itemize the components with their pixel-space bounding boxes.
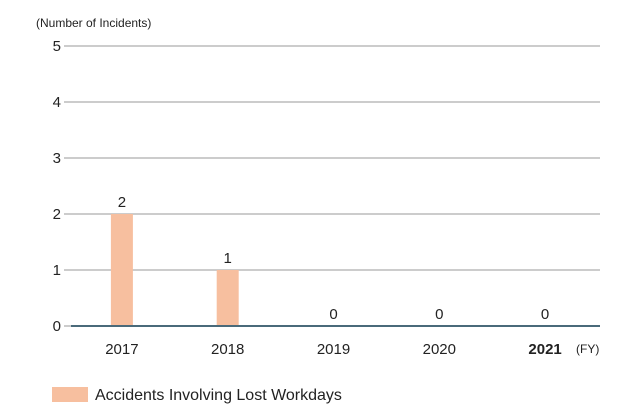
- x-tick-label-2018: 2018: [211, 341, 244, 358]
- data-labels: 2 1 0 0 0: [118, 194, 550, 323]
- y-tick-labels: 0 1 2 3 4 5: [53, 38, 61, 335]
- x-tick-label-2017: 2017: [105, 341, 138, 358]
- data-label-2017: 2: [118, 194, 126, 211]
- x-tick-labels: 2017 2018 2019 2020 2021: [105, 341, 562, 358]
- data-label-2018: 1: [224, 250, 232, 267]
- y-tick-label: 4: [53, 94, 61, 111]
- y-tick-label: 3: [53, 150, 61, 167]
- bar-2017: [110, 214, 133, 326]
- y-tick-label: 5: [53, 38, 61, 55]
- y-tick-label: 2: [53, 206, 61, 223]
- legend-label: Accidents Involving Lost Workdays: [95, 387, 342, 404]
- bar-2018: [216, 270, 239, 326]
- x-tick-label-2021: 2021: [528, 341, 561, 358]
- y-tick-label: 0: [53, 318, 61, 335]
- bars: [110, 214, 239, 326]
- data-label-2021: 0: [541, 306, 549, 323]
- y-tick-label: 1: [53, 262, 61, 279]
- data-label-2019: 0: [329, 306, 337, 323]
- x-tick-label-2020: 2020: [423, 341, 456, 358]
- grid-lines: [64, 45, 600, 327]
- y-axis-label: (Number of Incidents): [36, 16, 151, 30]
- legend-swatch: [52, 387, 88, 402]
- x-axis-unit: (FY): [576, 342, 599, 356]
- data-label-2020: 0: [435, 306, 443, 323]
- x-tick-label-2019: 2019: [317, 341, 350, 358]
- legend: Accidents Involving Lost Workdays: [52, 387, 342, 404]
